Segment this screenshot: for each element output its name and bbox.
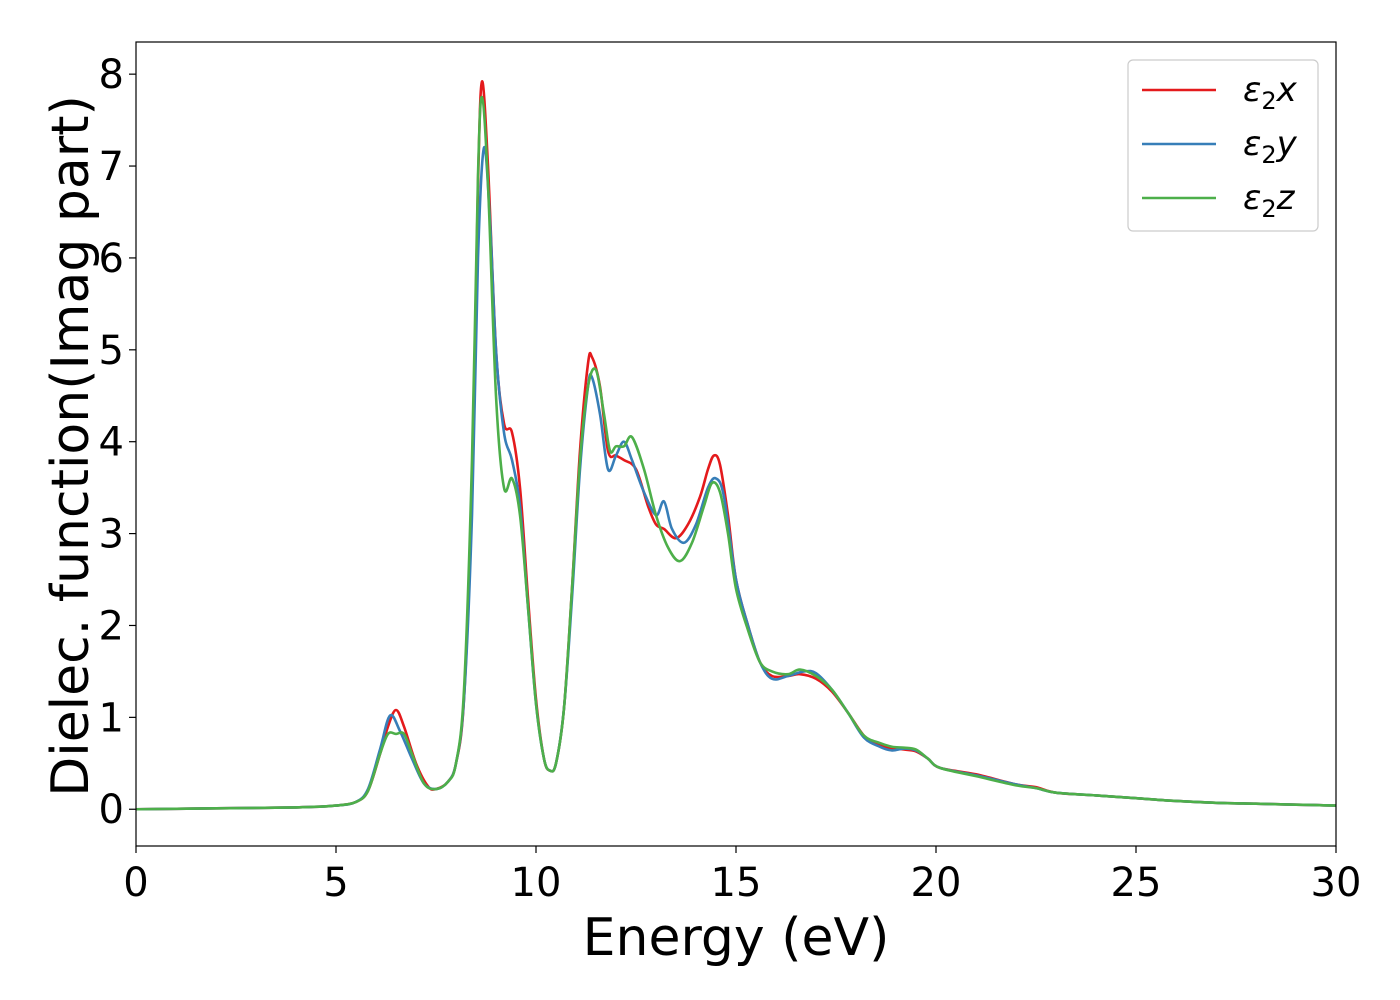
y-axis-ticks: 0 1 2 3 4 5 6 7 8 — [99, 52, 136, 833]
y-tick-label: 5 — [99, 328, 124, 374]
y-tick-label: 1 — [99, 695, 124, 741]
x-tick-label: 0 — [123, 860, 148, 906]
legend-box — [1127, 59, 1319, 232]
x-tick-label: 10 — [511, 860, 562, 906]
x-tick-label: 25 — [1111, 860, 1162, 906]
y-tick-label: 7 — [99, 144, 124, 190]
y-tick-label: 6 — [99, 236, 124, 282]
series-layer — [135, 80, 1337, 811]
y-tick-label: 3 — [99, 512, 124, 558]
legend-item-z: ε2z — [1142, 178, 1296, 223]
series-line-z — [135, 95, 1337, 811]
x-axis-label: Energy (eV) — [583, 908, 890, 968]
x-tick-label: 15 — [711, 860, 762, 906]
legend-label: ε2z — [1243, 178, 1296, 223]
legend-label: ε2x — [1243, 70, 1298, 115]
x-axis-ticks: 0 5 10 15 20 25 30 — [123, 846, 1361, 906]
y-tick-label: 0 — [99, 787, 124, 833]
legend-item-y: ε2y — [1142, 124, 1298, 169]
x-tick-label: 5 — [323, 860, 348, 906]
y-tick-label: 2 — [99, 603, 124, 649]
x-tick-label: 30 — [1311, 860, 1362, 906]
legend: ε2x ε2y ε2z — [1127, 59, 1319, 232]
y-axis-label: Dielec. function(Imag part) — [41, 95, 101, 797]
legend-item-x: ε2x — [1142, 70, 1298, 115]
x-tick-label: 20 — [911, 860, 962, 906]
y-tick-label: 8 — [99, 52, 124, 98]
y-tick-label: 4 — [99, 420, 124, 466]
legend-label: ε2y — [1243, 124, 1298, 169]
